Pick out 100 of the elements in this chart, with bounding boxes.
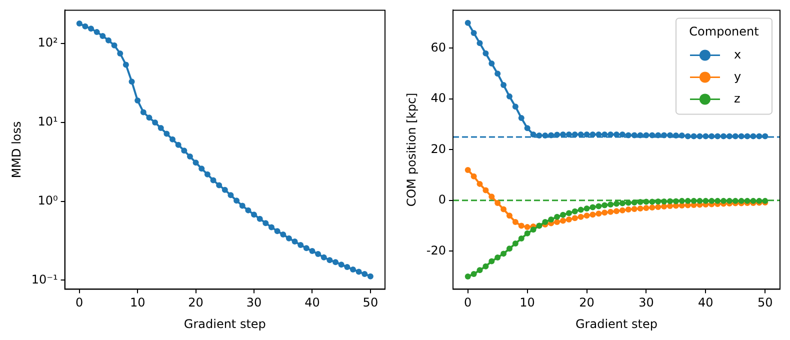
point xyxy=(708,133,715,140)
x-tick-label: 30 xyxy=(638,296,654,310)
y-tick-label: 10² xyxy=(38,36,58,50)
point xyxy=(678,132,685,138)
point xyxy=(661,198,668,204)
x-tick-label: 10 xyxy=(520,296,535,310)
point xyxy=(518,235,524,242)
point xyxy=(637,206,644,212)
point xyxy=(111,42,118,48)
point xyxy=(181,148,188,154)
y-tick-label: 10⁻¹ xyxy=(31,272,58,286)
y-axis-title: MMD loss xyxy=(9,121,24,178)
point xyxy=(482,263,489,270)
point xyxy=(578,214,584,220)
point xyxy=(667,132,674,138)
point xyxy=(464,20,471,26)
point xyxy=(367,273,374,280)
point xyxy=(649,204,656,211)
point xyxy=(476,40,483,46)
point xyxy=(117,50,124,56)
point xyxy=(637,198,644,205)
point xyxy=(690,133,697,140)
point xyxy=(590,131,596,138)
point xyxy=(572,131,578,138)
point xyxy=(572,215,578,222)
point xyxy=(584,206,590,212)
point xyxy=(192,160,199,166)
point xyxy=(524,230,530,236)
point xyxy=(362,271,368,277)
point xyxy=(464,166,471,173)
y-tick-label: 0 xyxy=(438,192,446,207)
point xyxy=(164,130,170,137)
point xyxy=(309,248,316,254)
point xyxy=(470,30,477,36)
point xyxy=(134,97,141,104)
point xyxy=(245,207,252,214)
point xyxy=(655,132,662,138)
point xyxy=(100,32,106,39)
point xyxy=(488,258,495,264)
point xyxy=(726,133,732,140)
point xyxy=(548,216,554,222)
point xyxy=(655,198,662,204)
point xyxy=(140,109,146,116)
point xyxy=(470,270,477,277)
point xyxy=(338,262,344,268)
point xyxy=(512,240,518,247)
point xyxy=(584,131,590,138)
point xyxy=(332,259,339,266)
y-tick-label: 60 xyxy=(430,40,446,54)
point xyxy=(566,216,572,222)
legend-label: x xyxy=(734,47,742,62)
point xyxy=(488,194,495,200)
point xyxy=(251,212,258,218)
point xyxy=(482,187,489,194)
point xyxy=(476,180,483,187)
point xyxy=(702,133,709,140)
x-tick-label: 10 xyxy=(130,296,146,310)
point xyxy=(596,210,602,217)
y-axis-title: COM position [kpc] xyxy=(404,92,418,207)
point xyxy=(696,198,703,204)
point xyxy=(678,198,685,204)
point xyxy=(643,132,650,138)
point xyxy=(216,182,222,188)
point xyxy=(298,242,304,248)
point xyxy=(344,264,350,270)
point xyxy=(76,20,82,26)
point xyxy=(667,203,674,210)
legend-title: Component xyxy=(689,24,760,38)
point xyxy=(684,198,691,204)
point xyxy=(566,131,572,138)
point xyxy=(631,132,638,138)
point xyxy=(732,198,738,204)
point xyxy=(608,201,614,208)
point xyxy=(625,206,632,213)
point xyxy=(518,114,524,121)
point xyxy=(649,198,656,205)
point xyxy=(696,133,703,140)
x-tick-label: 0 xyxy=(464,296,472,310)
point xyxy=(274,228,280,234)
point xyxy=(584,212,590,219)
point xyxy=(702,198,709,204)
point xyxy=(280,232,286,238)
point xyxy=(482,50,489,56)
point xyxy=(608,208,614,215)
point xyxy=(614,131,620,138)
point xyxy=(596,203,602,210)
point xyxy=(268,224,274,230)
point xyxy=(690,198,697,204)
y-tick-label: 20 xyxy=(430,142,446,156)
point xyxy=(560,212,566,218)
x-tick-label: 30 xyxy=(246,296,262,310)
point xyxy=(649,132,656,138)
point xyxy=(542,218,548,225)
y-tick-label: 10¹ xyxy=(38,114,58,129)
x-tick-label: 20 xyxy=(188,296,204,310)
point xyxy=(512,218,518,225)
point xyxy=(672,198,679,204)
point xyxy=(350,266,356,272)
point xyxy=(315,251,322,258)
point xyxy=(619,200,626,206)
